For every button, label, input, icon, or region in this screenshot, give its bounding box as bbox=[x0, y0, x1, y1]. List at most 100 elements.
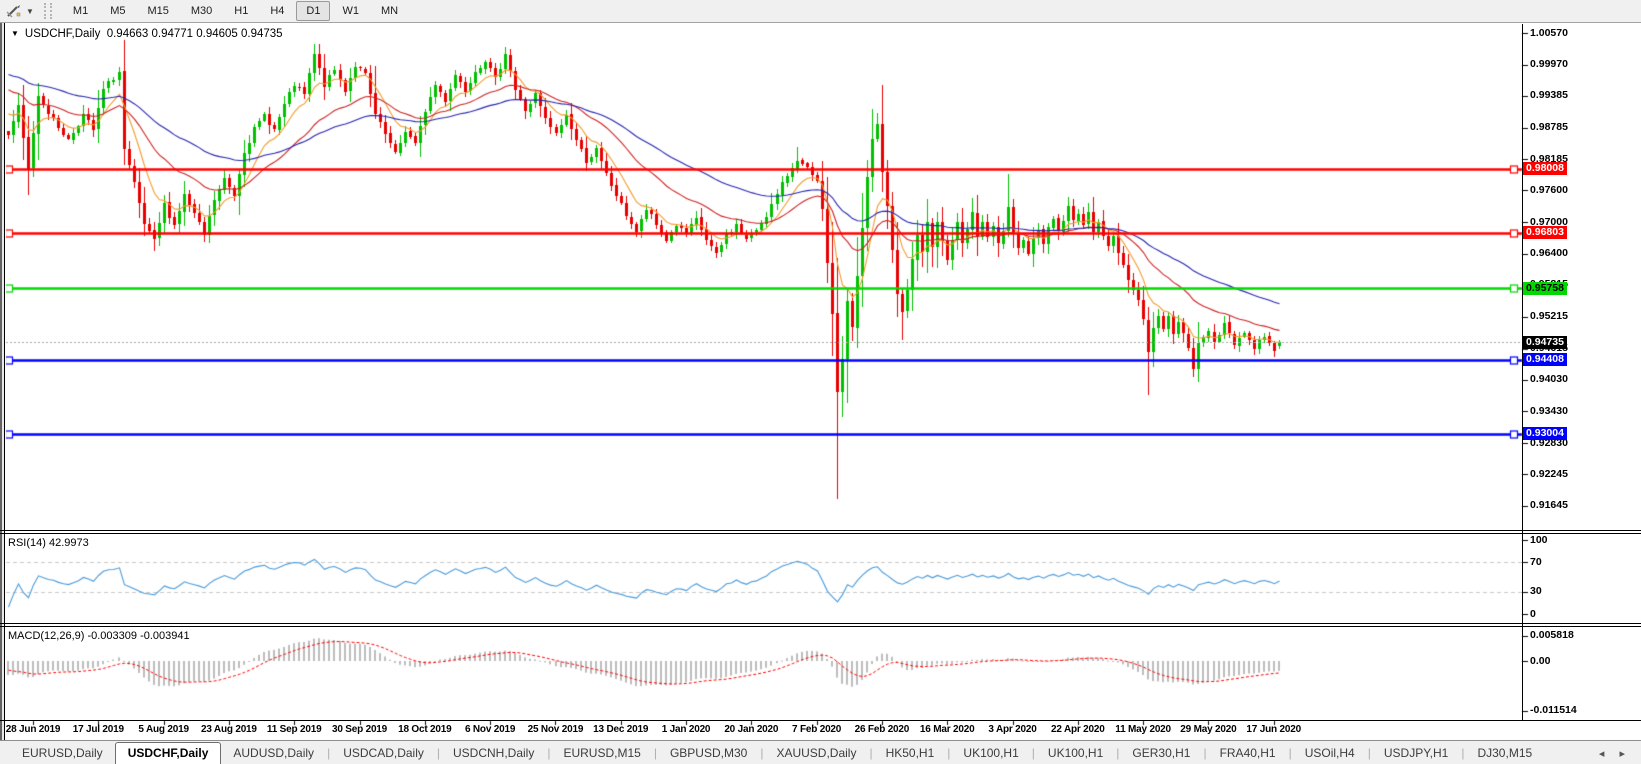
price-rsi-splitter-line2[interactable] bbox=[0, 533, 1641, 534]
tab-separator: | bbox=[1288, 746, 1292, 760]
chart-tab-eurusd-daily[interactable]: EURUSD,Daily bbox=[22, 746, 103, 760]
macd-axis-tick: 0.005818 bbox=[1530, 629, 1574, 642]
price-axis-tick: 0.95215 bbox=[1530, 310, 1568, 323]
window-left-edge bbox=[0, 23, 2, 740]
chart-tab-usdcnh-daily[interactable]: USDCNH,Daily bbox=[453, 746, 535, 760]
chart-tab-hk50-h1[interactable]: HK50,H1 bbox=[885, 746, 935, 760]
date-axis-label: 13 Dec 2019 bbox=[593, 724, 649, 735]
timeframe-button-h4[interactable]: H4 bbox=[270, 5, 285, 17]
date-axis-label: 20 Jan 2020 bbox=[724, 724, 779, 735]
date-axis-label: 17 Jul 2019 bbox=[72, 724, 124, 735]
date-axis-label: 7 Feb 2020 bbox=[792, 724, 842, 735]
price-axis-tick: 0.98785 bbox=[1530, 121, 1568, 134]
timeframe-button-m30[interactable]: M30 bbox=[190, 5, 213, 17]
rsi-axis-tick: 30 bbox=[1530, 585, 1542, 598]
date-axis-label: 11 May 2020 bbox=[1115, 724, 1171, 735]
price-axis-tick: 0.99385 bbox=[1530, 89, 1568, 102]
date-axis-label: 26 Feb 2020 bbox=[854, 724, 910, 735]
timeframe-button-h1[interactable]: H1 bbox=[234, 5, 249, 17]
price-axis-tick: 0.92245 bbox=[1530, 467, 1568, 480]
tab-separator: | bbox=[1367, 746, 1371, 760]
cursor-dropdown-icon[interactable]: ▼ bbox=[26, 6, 34, 16]
macd-axis-tick: -0.011514 bbox=[1530, 704, 1577, 717]
rsi-axis-tick: 100 bbox=[1530, 533, 1548, 546]
tab-separator: | bbox=[1461, 746, 1465, 760]
tab-separator: | bbox=[1031, 746, 1035, 760]
hline-price-badge[interactable]: 0.98008 bbox=[1523, 162, 1567, 176]
date-axis-label: 6 Nov 2019 bbox=[464, 724, 516, 735]
date-axis-label: 1 Jan 2020 bbox=[661, 724, 711, 735]
price-axis-tick: 0.97000 bbox=[1530, 215, 1568, 228]
date-axis-label: 25 Nov 2019 bbox=[527, 724, 584, 735]
rsi-axis-tick: 0 bbox=[1530, 607, 1536, 620]
price-rsi-splitter[interactable] bbox=[0, 530, 1641, 531]
price-axis-tick: 0.94030 bbox=[1530, 373, 1568, 386]
date-axis-label: 22 Apr 2020 bbox=[1051, 724, 1105, 735]
tab-scroll-left-button[interactable]: ◂ bbox=[1598, 747, 1611, 760]
date-axis-label: 17 Jun 2020 bbox=[1246, 724, 1301, 735]
chart-tab-xauusd-daily[interactable]: XAUUSD,Daily bbox=[776, 746, 857, 760]
price-axis-border bbox=[1522, 24, 1523, 721]
hline-price-badge[interactable]: 0.95758 bbox=[1523, 281, 1567, 295]
macd-indicator-label: MACD(12,26,9) -0.003309 -0.003941 bbox=[8, 630, 190, 642]
tab-separator: | bbox=[869, 746, 873, 760]
time-axis-line bbox=[0, 720, 1641, 721]
chart-tab-usoil-h4[interactable]: USOil,H4 bbox=[1304, 746, 1355, 760]
chart-tab-uk100-h1[interactable]: UK100,H1 bbox=[1047, 746, 1104, 760]
chart-tab-gbpusd-m30[interactable]: GBPUSD,M30 bbox=[669, 746, 748, 760]
toolbar-grip-handle[interactable] bbox=[43, 3, 52, 19]
timeframe-toolbar: ▼ M1 M5 M15 M30 H1 H4 D1 W1 MN bbox=[0, 0, 1641, 23]
timeframe-button-w1[interactable]: W1 bbox=[342, 5, 359, 17]
chart-dropdown-icon[interactable]: ▼ bbox=[11, 29, 19, 38]
chart-title: ▼ USDCHF,Daily 0.94663 0.94771 0.94605 0.… bbox=[11, 28, 283, 40]
rsi-macd-splitter[interactable] bbox=[0, 623, 1641, 624]
hline-price-badge[interactable]: 0.93004 bbox=[1523, 427, 1567, 441]
chart-tab-eurusd-m15[interactable]: EURUSD,M15 bbox=[563, 746, 641, 760]
price-axis-tick: 0.93430 bbox=[1530, 404, 1568, 417]
hline-price-badge[interactable]: 0.96803 bbox=[1523, 226, 1567, 240]
chart-symbol-label: USDCHF,Daily bbox=[24, 28, 101, 40]
tab-separator: | bbox=[327, 746, 331, 760]
date-axis-label: 5 Aug 2019 bbox=[138, 724, 189, 735]
price-axis-tick: 0.96400 bbox=[1530, 247, 1568, 260]
date-axis-label: 30 Sep 2019 bbox=[331, 724, 388, 735]
price-axis-tick: 0.99970 bbox=[1530, 58, 1568, 71]
tab-separator: | bbox=[547, 746, 551, 760]
date-axis-label: 11 Sep 2019 bbox=[266, 724, 322, 735]
chart-tab-fra40-h1[interactable]: FRA40,H1 bbox=[1219, 746, 1276, 760]
rsi-axis-tick: 70 bbox=[1530, 555, 1542, 568]
timeframe-button-m1[interactable]: M1 bbox=[72, 5, 89, 17]
timeframe-button-m5[interactable]: M5 bbox=[110, 5, 126, 17]
chart-tab-bar: EURUSD,Daily USDCHF,Daily AUDUSD,Daily | USD… bbox=[0, 740, 1641, 764]
date-axis-label: 16 Mar 2020 bbox=[919, 724, 975, 735]
price-axis-tick: 0.91645 bbox=[1530, 499, 1568, 512]
chart-ohlc-values: 0.94663 0.94771 0.94605 0.94735 bbox=[106, 28, 283, 40]
crosshair-cursor-icon[interactable] bbox=[4, 3, 24, 19]
window-left-edge-highlight bbox=[2, 23, 4, 740]
chart-tab-uk100-h1[interactable]: UK100,H1 bbox=[963, 746, 1019, 760]
timeframe-button-mn[interactable]: MN bbox=[380, 5, 399, 17]
chart-tab-dj30-m15[interactable]: DJ30,M15 bbox=[1477, 746, 1533, 760]
price-axis-tick: 0.97600 bbox=[1530, 183, 1568, 196]
tab-separator: | bbox=[760, 746, 764, 760]
tab-scroll-right-button[interactable]: ▸ bbox=[1619, 747, 1631, 760]
tab-separator: | bbox=[653, 746, 657, 760]
tab-separator: | bbox=[436, 746, 440, 760]
timeframe-button-m15[interactable]: M15 bbox=[147, 5, 169, 17]
rsi-macd-splitter-line2[interactable] bbox=[0, 626, 1641, 627]
date-axis-label: 28 Jun 2019 bbox=[5, 724, 61, 735]
macd-axis-tick: 0.00 bbox=[1530, 654, 1551, 667]
date-axis-label: 18 Oct 2019 bbox=[398, 724, 452, 735]
chart-tab-audusd-daily[interactable]: AUDUSD,Daily bbox=[233, 746, 315, 760]
tab-separator: | bbox=[1116, 746, 1120, 760]
chart-tab-usdjpy-h1[interactable]: USDJPY,H1 bbox=[1383, 746, 1449, 760]
date-axis-label: 23 Aug 2019 bbox=[200, 724, 257, 735]
chart-tab-ger30-h1[interactable]: GER30,H1 bbox=[1132, 746, 1191, 760]
timeframe-button-d1[interactable]: D1 bbox=[296, 1, 331, 21]
chart-tab-usdcad-daily[interactable]: USDCAD,Daily bbox=[343, 746, 424, 760]
hline-price-badge[interactable]: 0.94408 bbox=[1523, 353, 1567, 367]
date-axis-label: 3 Apr 2020 bbox=[988, 724, 1037, 735]
chart-tab-usdchf-daily[interactable]: USDCHF,Daily bbox=[114, 742, 222, 764]
